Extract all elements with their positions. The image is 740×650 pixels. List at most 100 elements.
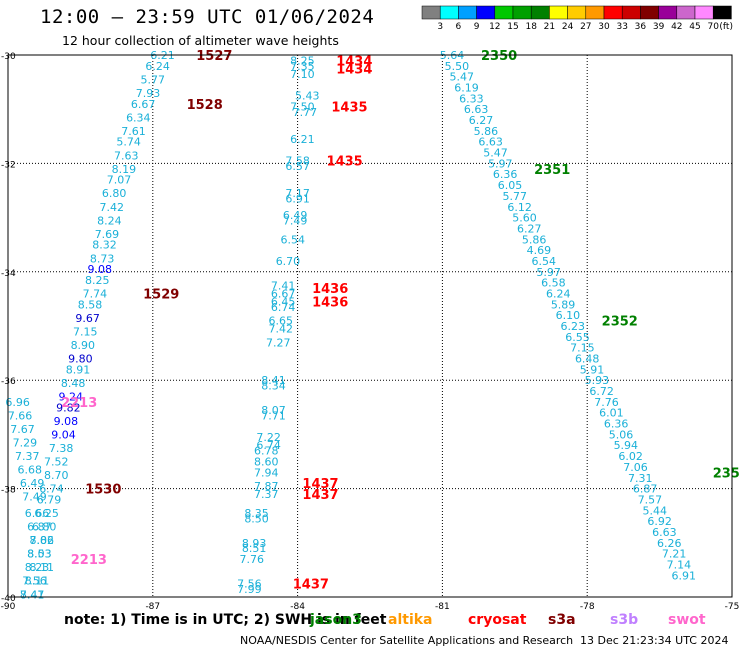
color-scale-swatch [512, 5, 532, 20]
plot-frame [7, 54, 733, 598]
data-point-label: 5.97 [488, 157, 513, 170]
data-point-label: 7.58 [285, 155, 310, 168]
data-point-label: 7.52 [44, 456, 69, 469]
data-point-label: 5.93 [585, 374, 610, 387]
data-point-label: 7.69 [95, 228, 120, 241]
data-point-label: 7.56 [237, 577, 262, 590]
data-point-label: 6.48 [575, 353, 600, 366]
data-point-label: 8.35 [244, 507, 269, 520]
color-scale-label: 33 [616, 22, 627, 32]
data-point-label: 8.23 [25, 561, 50, 574]
data-point-label: 7.17 [285, 187, 310, 200]
data-point-label: 9.04 [51, 428, 76, 441]
x-tick-label: -87 [145, 602, 160, 612]
data-point-label: 7.42 [100, 201, 125, 214]
data-point-label: 7.15 [570, 342, 595, 355]
credit-text: NOAA/NESDIS Center for Satellite Applica… [240, 634, 574, 647]
pass-label: 2350 [481, 49, 517, 64]
data-point-label: 7.93 [136, 87, 161, 100]
data-point-label: 6.70 [276, 255, 301, 268]
data-point-label: 7.31 [628, 472, 653, 485]
data-point-label: 7.94 [254, 466, 279, 479]
data-point-label: 7.66 [8, 409, 33, 422]
color-scale-swatch [585, 5, 605, 20]
data-point-label: 4.69 [527, 244, 552, 257]
data-point-label: 8.90 [71, 339, 96, 352]
data-point-label: 6.55 [565, 331, 590, 344]
pass-label: 1436 [312, 296, 348, 311]
color-scale-swatch [712, 5, 732, 20]
legend-swot: swot [668, 612, 706, 628]
data-point-label: 9.08 [87, 263, 112, 276]
data-point-label: 6.63 [464, 103, 489, 116]
color-scale-swatch [640, 5, 659, 20]
data-point-label: 6.27 [517, 222, 542, 235]
data-point-label: 7.71 [261, 409, 286, 422]
data-point-label: 7.07 [107, 174, 132, 187]
data-point-label: 6.68 [17, 464, 42, 477]
data-point-label: 5.47 [483, 147, 508, 160]
data-point-label: 6.02 [618, 450, 643, 463]
pass-label: 2352 [602, 315, 638, 330]
data-point-label: 6.91 [671, 569, 696, 582]
data-point-label: 7.76 [239, 553, 264, 566]
color-scale-swatch [694, 5, 714, 20]
data-point-label: 6.67 [131, 98, 156, 111]
pass-label: 1435 [331, 100, 367, 115]
data-point-label: 6.54 [281, 233, 306, 246]
data-point-label: 8.11 [25, 575, 50, 588]
color-scale-label: 24 [562, 22, 574, 32]
color-scale-swatch [549, 5, 568, 20]
data-point-label: 6.26 [657, 537, 682, 550]
data-point-label: 6.23 [560, 320, 585, 333]
data-point-label: 7.67 [10, 423, 35, 436]
page-title: 12:00 – 23:59 UTC 01/06/2024 [40, 6, 375, 28]
color-scale-label: 6 [456, 22, 462, 32]
color-scale-label: 36 [635, 22, 647, 32]
data-point-label: 6.78 [254, 445, 279, 458]
data-point-label: 6.27 [469, 114, 494, 127]
data-point-label: 8.25 [290, 54, 315, 67]
data-point-label: 7.41 [271, 279, 296, 292]
legend-s3b: s3b [610, 612, 639, 628]
x-tick-label: -78 [580, 602, 595, 612]
pass-label: 1437 [302, 488, 338, 503]
data-point-label: 8.60 [254, 456, 279, 469]
pass-label: 2213 [61, 396, 97, 411]
data-point-label: 8.24 [97, 214, 122, 227]
data-point-label: 7.29 [13, 437, 38, 450]
data-point-label: 8.41 [261, 374, 286, 387]
data-point-label: 6.54 [532, 255, 557, 268]
color-scale-label: 39 [653, 22, 665, 32]
data-point-label: 8.58 [78, 298, 103, 311]
data-point-label: 7.77 [293, 106, 318, 119]
data-point-label: 5.74 [116, 136, 141, 149]
data-point-label: 7.14 [667, 558, 692, 571]
data-point-label: 7.38 [49, 442, 74, 455]
legend-s3a: s3a [548, 612, 576, 628]
x-tick-label: -75 [725, 602, 740, 612]
data-point-label: 7.27 [266, 336, 291, 349]
data-point-label: 6.12 [507, 201, 532, 214]
data-point-label: 8.41 [20, 588, 45, 601]
data-point-label: 6.74 [271, 301, 296, 314]
pass-label: 1528 [187, 98, 223, 113]
data-point-label: 7.49 [22, 491, 47, 504]
data-point-label: 5.06 [609, 428, 634, 441]
data-point-label: 7.56 [22, 575, 47, 588]
data-point-label: 6.74 [256, 439, 281, 452]
data-point-label: 8.11 [30, 561, 55, 574]
data-point-label: 5.77 [141, 73, 166, 86]
pass-label: 1527 [196, 49, 232, 64]
legend-altika: altika [388, 612, 433, 628]
data-point-label: 5.94 [614, 439, 639, 452]
data-point-label: 7.57 [638, 493, 663, 506]
data-point-label: 5.91 [580, 363, 605, 376]
data-point-label: 8.51 [242, 542, 267, 555]
color-scale-label: 70 [707, 22, 719, 32]
data-point-label: 5.86 [474, 125, 499, 138]
data-point-label: 7.49 [283, 214, 308, 227]
data-point-label: 7.35 [290, 60, 315, 73]
data-point-label: 7.76 [594, 396, 619, 409]
color-scale-swatch [476, 5, 496, 20]
